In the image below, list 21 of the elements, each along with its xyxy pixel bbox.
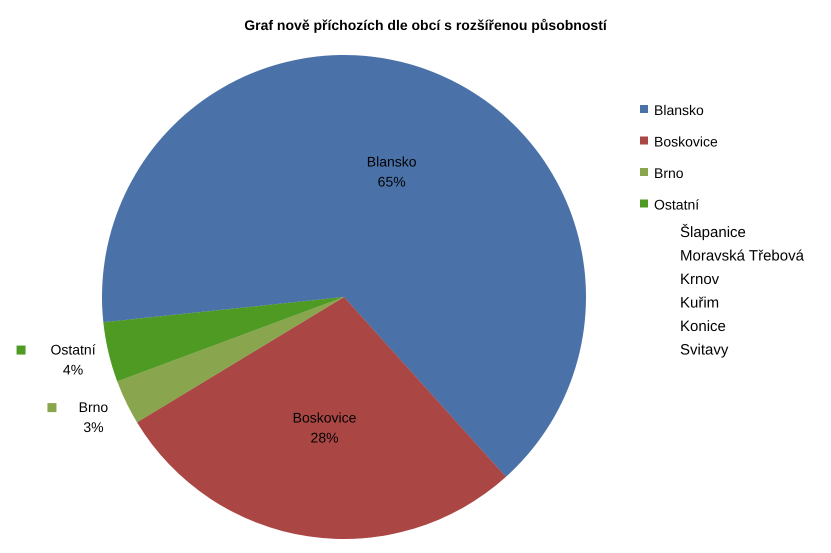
legend-label: Blansko: [654, 102, 704, 118]
pie-slice: [103, 297, 344, 382]
data-label: 4%: [62, 362, 84, 378]
category-label: Brno: [654, 165, 684, 181]
text: Krnov: [680, 271, 720, 288]
legend-label: Brno: [78, 399, 108, 416]
slice-label: Boskovice: [292, 410, 357, 426]
data-label: 28%: [310, 430, 339, 446]
text: Konice: [680, 318, 726, 335]
slice-label: Blansko: [366, 154, 417, 170]
chart-title: Graf nově příchozích dle obcí s rozšířenou působností: [244, 17, 608, 33]
text: Svitavy: [680, 342, 729, 358]
text: Šlapanice: [680, 223, 746, 241]
text: Kuřim: [680, 294, 720, 312]
category-label: Ostatní: [654, 196, 700, 212]
data-label: 65%: [378, 174, 406, 190]
legend-label: Boskovice: [654, 134, 718, 150]
pie-slice: [137, 297, 506, 539]
data-label: 3%: [83, 419, 104, 436]
text: Moravská Třebová: [680, 248, 805, 264]
legend-label: Ostatní: [50, 342, 96, 358]
